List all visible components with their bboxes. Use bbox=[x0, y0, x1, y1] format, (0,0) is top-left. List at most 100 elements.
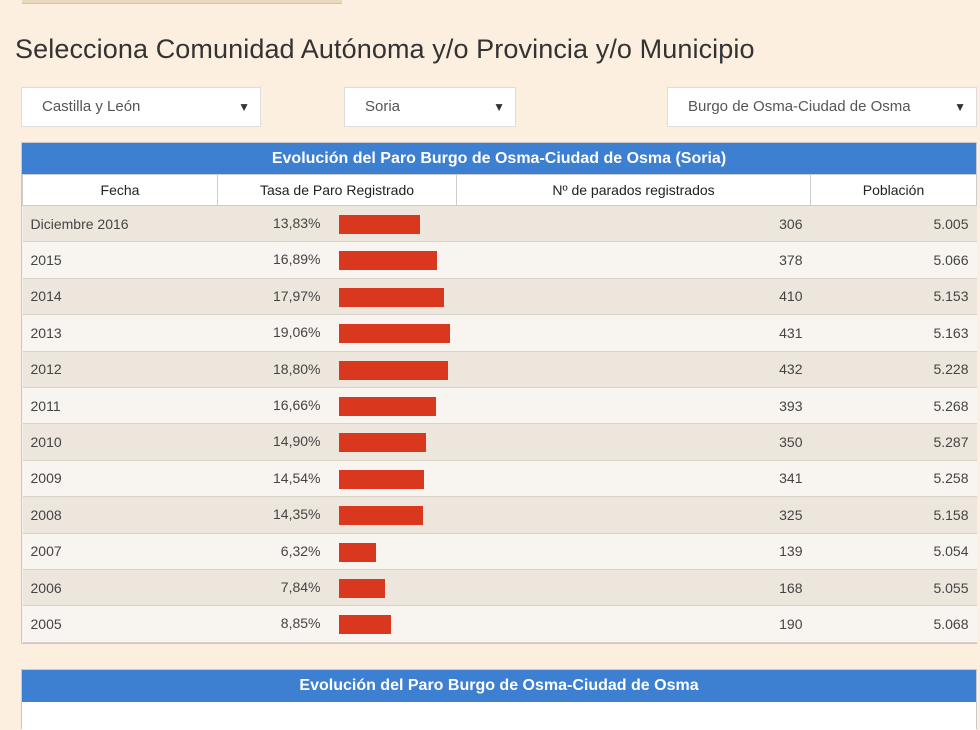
cell-poblacion: 5.258 bbox=[810, 460, 977, 498]
table-title: Evolución del Paro Burgo de Osma-Ciudad … bbox=[22, 670, 976, 702]
cell-poblacion: 5.287 bbox=[810, 423, 977, 461]
cell-fecha: Diciembre 2016 bbox=[22, 205, 218, 243]
cell-tasa: 16,66% bbox=[217, 387, 457, 425]
table-row: 2011 16,66% 393 5.268 bbox=[22, 387, 977, 425]
cell-fecha: 2013 bbox=[22, 314, 218, 352]
tasa-bar bbox=[338, 469, 424, 489]
table-row: 2007 6,32% 139 5.054 bbox=[22, 533, 977, 570]
cell-poblacion: 5.068 bbox=[810, 605, 977, 643]
column-header-poblacion[interactable]: Población bbox=[810, 174, 977, 206]
cell-tasa: 8,85% bbox=[217, 605, 457, 643]
paro-evolution-table-2: Evolución del Paro Burgo de Osma-Ciudad … bbox=[21, 669, 977, 730]
cell-poblacion: 5.066 bbox=[810, 241, 977, 279]
cell-fecha: 2005 bbox=[22, 605, 218, 643]
cell-poblacion: 5.158 bbox=[810, 496, 977, 534]
table-title: Evolución del Paro Burgo de Osma-Ciudad … bbox=[22, 143, 976, 174]
municipio-select[interactable]: Burgo de Osma-Ciudad de Osma ▼ bbox=[667, 87, 977, 127]
cell-parados: 393 bbox=[456, 387, 811, 425]
cell-fecha: 2009 bbox=[22, 460, 218, 498]
tasa-value: 17,97% bbox=[273, 287, 321, 304]
tasa-value: 14,54% bbox=[273, 469, 321, 486]
cell-parados: 350 bbox=[456, 423, 811, 461]
cell-tasa: 14,54% bbox=[217, 460, 457, 498]
tasa-value: 8,85% bbox=[280, 615, 321, 632]
municipio-select-value: Burgo de Osma-Ciudad de Osma bbox=[688, 98, 911, 115]
table-row: 2010 14,90% 350 5.287 bbox=[22, 423, 977, 461]
provincia-select-value: Soria bbox=[365, 98, 401, 115]
cell-fecha: 2011 bbox=[22, 387, 218, 425]
cell-fecha: 2006 bbox=[22, 569, 218, 607]
tasa-value: 7,84% bbox=[280, 578, 321, 595]
cell-parados: 378 bbox=[456, 241, 811, 279]
tasa-value: 14,90% bbox=[273, 433, 321, 450]
cell-tasa: 6,32% bbox=[217, 533, 457, 570]
tasa-bar bbox=[338, 251, 437, 271]
cell-parados: 341 bbox=[456, 460, 811, 498]
column-header-parados[interactable]: Nº de parados registrados bbox=[456, 174, 811, 206]
table-row: 2014 17,97% 410 5.153 bbox=[22, 278, 977, 316]
cell-tasa: 19,06% bbox=[217, 314, 457, 352]
cell-tasa: 14,90% bbox=[217, 423, 457, 461]
cell-parados: 168 bbox=[456, 569, 811, 607]
cell-poblacion: 5.005 bbox=[810, 205, 977, 243]
tasa-bar bbox=[338, 287, 444, 307]
tasa-value: 16,89% bbox=[273, 251, 321, 268]
tasa-bar bbox=[338, 542, 376, 562]
provincia-select[interactable]: Soria ▼ bbox=[344, 87, 516, 127]
cell-poblacion: 5.163 bbox=[810, 314, 977, 352]
cell-poblacion: 5.153 bbox=[810, 278, 977, 316]
cell-fecha: 2015 bbox=[22, 241, 218, 279]
tasa-bar bbox=[338, 433, 426, 453]
caret-down-icon: ▼ bbox=[238, 100, 250, 114]
cell-poblacion: 5.268 bbox=[810, 387, 977, 425]
tasa-value: 6,32% bbox=[280, 542, 321, 559]
tasa-value: 16,66% bbox=[273, 396, 321, 413]
cell-tasa: 13,83% bbox=[217, 205, 457, 243]
paro-evolution-table: Evolución del Paro Burgo de Osma-Ciudad … bbox=[21, 142, 977, 644]
table-row: 2006 7,84% 168 5.055 bbox=[22, 569, 977, 607]
caret-down-icon: ▼ bbox=[954, 100, 966, 114]
table-row: 2008 14,35% 325 5.158 bbox=[22, 496, 977, 534]
cell-tasa: 16,89% bbox=[217, 241, 457, 279]
tasa-bar bbox=[338, 360, 448, 380]
cell-fecha: 2007 bbox=[22, 533, 218, 570]
cell-poblacion: 5.228 bbox=[810, 351, 977, 388]
cell-parados: 306 bbox=[456, 205, 811, 243]
caret-down-icon: ▼ bbox=[493, 100, 505, 114]
tasa-bar bbox=[338, 506, 423, 526]
cell-fecha: 2008 bbox=[22, 496, 218, 534]
tasa-value: 13,83% bbox=[273, 215, 321, 231]
cell-poblacion: 5.055 bbox=[810, 569, 977, 607]
top-tab[interactable] bbox=[22, 0, 342, 4]
cell-fecha: 2010 bbox=[22, 423, 218, 461]
cell-fecha: 2014 bbox=[22, 278, 218, 316]
tasa-value: 19,06% bbox=[273, 324, 321, 341]
tasa-bar bbox=[338, 324, 450, 344]
table-row: 2013 19,06% 431 5.163 bbox=[22, 314, 977, 352]
cell-parados: 325 bbox=[456, 496, 811, 534]
page-title: Selecciona Comunidad Autónoma y/o Provin… bbox=[15, 34, 755, 64]
cell-parados: 432 bbox=[456, 351, 811, 388]
tasa-bar bbox=[338, 578, 385, 598]
tasa-value: 18,80% bbox=[273, 360, 321, 377]
comunidad-select[interactable]: Castilla y León ▼ bbox=[21, 87, 261, 127]
table-row: 2009 14,54% 341 5.258 bbox=[22, 460, 977, 498]
column-header-tasa[interactable]: Tasa de Paro Registrado bbox=[217, 174, 457, 206]
table-row: 2012 18,80% 432 5.228 bbox=[22, 351, 977, 388]
cell-parados: 190 bbox=[456, 605, 811, 643]
tasa-bar bbox=[338, 215, 420, 234]
tasa-bar bbox=[338, 396, 436, 416]
table-row: 2005 8,85% 190 5.068 bbox=[22, 605, 977, 643]
cell-parados: 139 bbox=[456, 533, 811, 570]
tasa-bar bbox=[338, 615, 391, 635]
table-row: 2015 16,89% 378 5.066 bbox=[22, 241, 977, 279]
cell-tasa: 7,84% bbox=[217, 569, 457, 607]
cell-tasa: 14,35% bbox=[217, 496, 457, 534]
column-header-fecha[interactable]: Fecha bbox=[22, 174, 218, 206]
cell-fecha: 2012 bbox=[22, 351, 218, 388]
table-body bbox=[22, 702, 976, 730]
cell-tasa: 17,97% bbox=[217, 278, 457, 316]
cell-parados: 410 bbox=[456, 278, 811, 316]
comunidad-select-value: Castilla y León bbox=[42, 98, 141, 115]
tasa-value: 14,35% bbox=[273, 506, 321, 523]
